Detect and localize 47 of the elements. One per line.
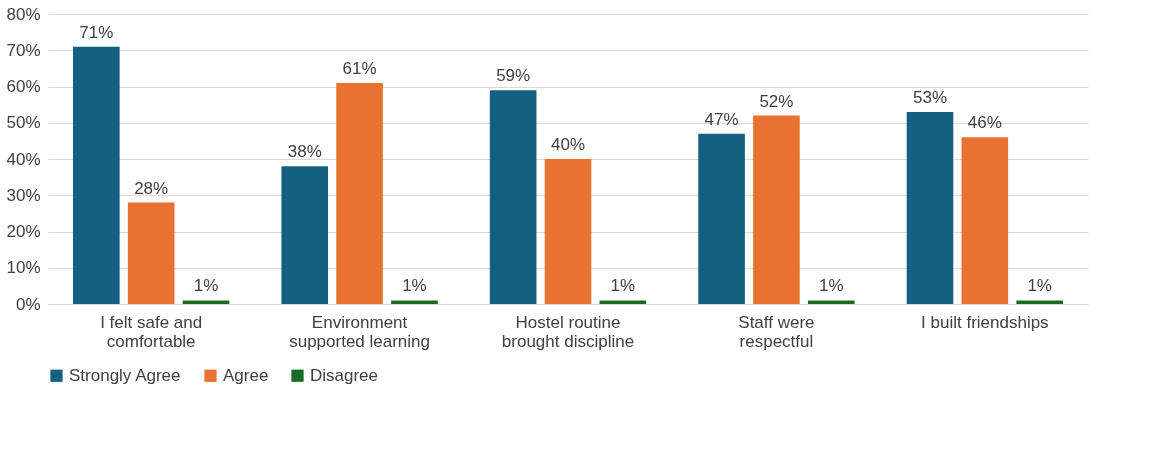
y-tick-label: 80% (6, 4, 41, 24)
bar (336, 82, 383, 304)
bar (906, 111, 954, 304)
y-tick-label: 0% (15, 294, 41, 314)
bar (961, 137, 1009, 304)
bar (281, 166, 329, 304)
bar (599, 300, 647, 304)
y-tick-label: 50% (6, 113, 41, 133)
data-label: 47% (704, 109, 739, 129)
data-label: 1% (402, 276, 427, 296)
legend-label: Strongly Agree (69, 365, 181, 385)
y-tick-label: 10% (6, 258, 41, 278)
y-tick-label: 40% (6, 149, 41, 169)
x-tick-label: I felt safe and comfortable (100, 312, 203, 351)
data-label: 38% (287, 142, 322, 162)
data-label: 1% (1027, 276, 1052, 296)
x-tick-label: Staff were respectful (738, 312, 815, 351)
x-tick-label: I built friendships (921, 312, 1049, 332)
bar (807, 300, 855, 304)
data-label: 40% (550, 135, 586, 154)
y-tick-label: 70% (6, 40, 41, 60)
y-tick-label: 30% (6, 185, 41, 205)
x-tick-label: Hostel routine brought discipline (501, 312, 635, 351)
bar (391, 300, 438, 304)
bar (544, 159, 592, 304)
bar (127, 202, 175, 304)
data-label: 71% (79, 22, 114, 42)
bar (698, 133, 745, 304)
data-label: 46% (967, 113, 1002, 133)
data-label: 59% (496, 66, 531, 86)
y-tick-label: 20% (6, 222, 41, 241)
bar (73, 46, 120, 304)
y-tick-label: 60% (6, 77, 41, 96)
data-label: 52% (759, 91, 794, 111)
data-label: 1% (818, 276, 844, 296)
legend-label: Disagree (310, 365, 379, 385)
legend-label: Agree (223, 365, 269, 385)
bar (753, 115, 800, 304)
data-label: 61% (342, 58, 377, 78)
data-label: 1% (610, 276, 636, 296)
data-label: 53% (912, 87, 947, 107)
data-label: 1% (193, 276, 219, 296)
data-label: 28% (134, 178, 169, 198)
x-tick-label: Environment supported learning (289, 312, 430, 351)
bar (489, 90, 537, 304)
bar (182, 300, 230, 304)
bar (1016, 300, 1063, 304)
